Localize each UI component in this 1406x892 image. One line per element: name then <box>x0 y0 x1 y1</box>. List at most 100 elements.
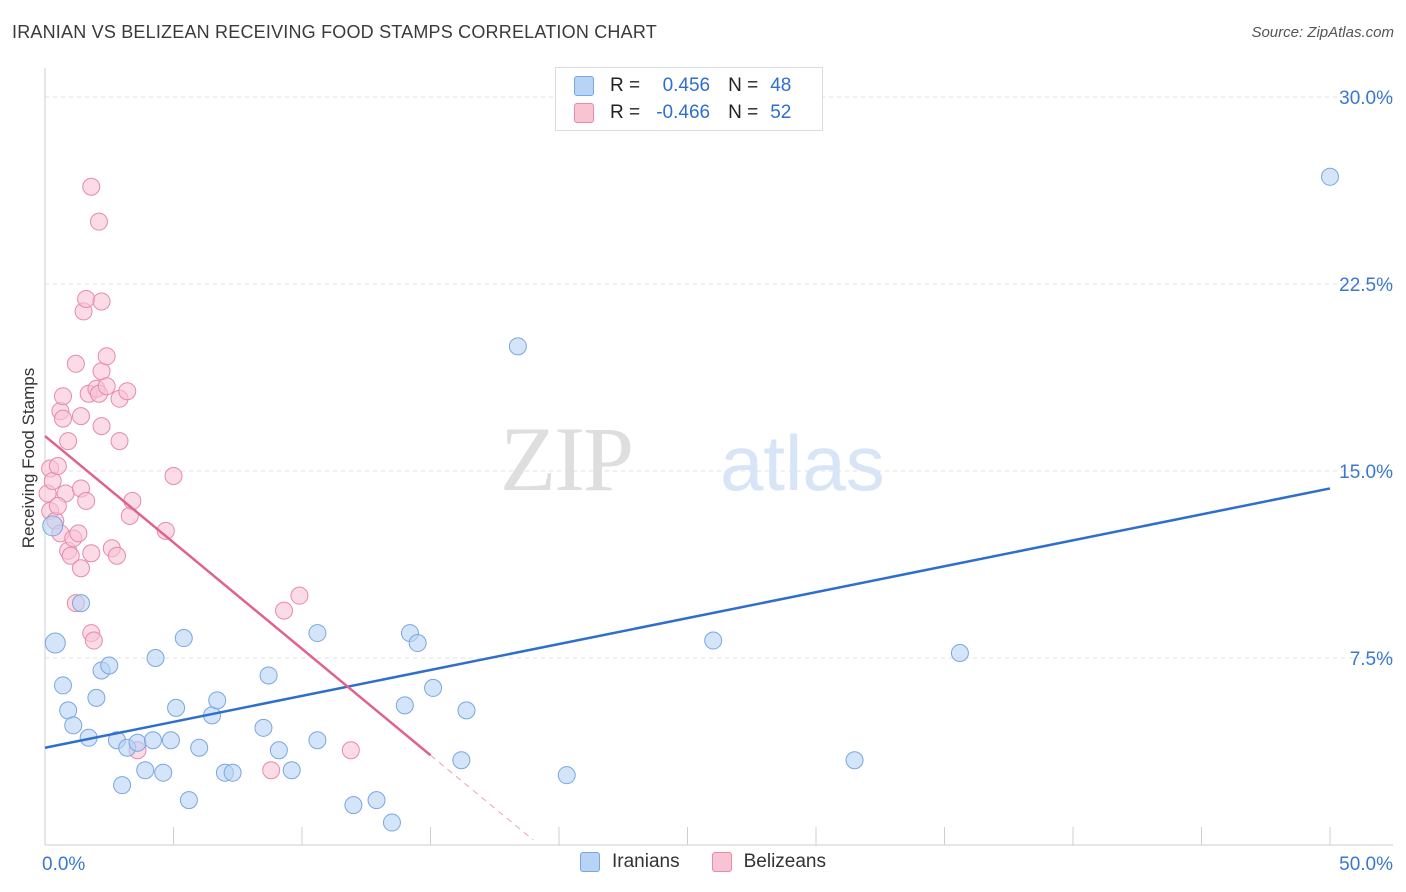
iranians-trend-line <box>44 487 1331 749</box>
iranian-point <box>113 776 132 795</box>
iranian-point <box>143 731 162 750</box>
belizean-point <box>290 586 309 605</box>
iranian-point <box>557 766 576 785</box>
belizean-point <box>97 347 116 366</box>
belizean-point <box>48 496 67 515</box>
grid-lines <box>45 96 1393 659</box>
belizean-point <box>118 382 137 401</box>
iranian-point <box>1321 167 1339 186</box>
belizean-point <box>82 544 101 563</box>
belizean-point <box>48 457 67 476</box>
iranian-point <box>87 688 106 707</box>
chart-title: IRANIAN VS BELIZEAN RECEIVING FOOD STAMP… <box>12 22 657 42</box>
iranian-point <box>367 791 386 810</box>
y-tick-label: 30.0% <box>1339 88 1393 109</box>
belizeans-trend-line <box>44 435 432 757</box>
legend-label-belizeans: Belizeans <box>743 851 826 872</box>
legend-r-value: 0.456 <box>662 75 711 96</box>
iranian-point <box>259 666 278 685</box>
watermark-zip: ZIP <box>500 408 632 510</box>
iranian-point <box>950 644 969 663</box>
legend-row-iranians: R = 0.456 N = 48 <box>574 74 791 98</box>
iranian-point <box>59 701 78 720</box>
axes <box>44 68 1393 846</box>
belizean-point <box>77 491 96 510</box>
iranian-point <box>136 761 155 780</box>
iranian-point <box>161 731 180 750</box>
belizean-point <box>107 546 126 565</box>
belizean-point <box>156 521 175 540</box>
legend-label-iranians: Iranians <box>612 851 680 872</box>
iranian-point <box>100 656 119 675</box>
watermark-atlas: atlas <box>720 419 885 507</box>
belizean-point <box>110 432 129 451</box>
belizeans-swatch <box>711 852 732 872</box>
iranian-point <box>223 763 242 782</box>
iranians-swatch <box>574 76 594 96</box>
iranian-point <box>408 634 427 653</box>
iranian-point <box>704 631 723 650</box>
belizean-point <box>341 741 360 760</box>
belizean-point <box>97 377 116 396</box>
belizean-point <box>53 409 72 428</box>
iranian-point <box>452 751 471 770</box>
belizean-point <box>262 761 281 780</box>
belizeans-swatch <box>574 103 594 123</box>
belizean-point <box>275 601 294 620</box>
watermark: ZIP atlas <box>500 408 885 510</box>
iranian-point <box>308 624 327 643</box>
iranian-point <box>128 733 147 752</box>
belizeans-points <box>38 177 360 780</box>
iranian-point <box>269 741 288 760</box>
iranian-point <box>146 649 165 667</box>
iranian-point <box>190 738 209 757</box>
belizean-point <box>82 177 101 196</box>
belizean-point <box>66 354 85 373</box>
x-tick-label: 0.0% <box>42 854 85 875</box>
legend-n-label: N = <box>728 75 759 96</box>
iranian-point <box>64 716 83 735</box>
iranian-point <box>42 515 64 537</box>
y-tick-label: 22.5% <box>1339 275 1393 296</box>
iranian-point <box>424 678 443 697</box>
legend-r-label: R = <box>610 102 641 123</box>
legend-n-value: 52 <box>770 102 792 123</box>
legend-row-belizeans: R = -0.466 N = 52 <box>574 101 791 125</box>
belizean-point <box>53 387 72 406</box>
iranian-point <box>845 751 864 770</box>
iranian-point <box>71 594 90 613</box>
belizean-point <box>71 407 90 426</box>
iranian-point <box>254 718 273 737</box>
source-label: Source: ZipAtlas.com <box>1251 24 1394 41</box>
belizean-point <box>43 471 62 490</box>
iranian-point <box>344 796 363 815</box>
trend-lines <box>44 435 1331 841</box>
belizean-point <box>92 417 111 436</box>
legend-n-value: 48 <box>770 75 792 96</box>
x-tick-label: 50.0% <box>1339 854 1393 875</box>
belizean-point <box>84 631 103 650</box>
belizean-point <box>69 524 88 543</box>
legend-r-value: -0.466 <box>656 102 711 123</box>
tick-labels: 7.5% 15.0% 22.5% 30.0% 0.0% 50.0% <box>42 88 1393 875</box>
belizean-point <box>59 432 78 451</box>
belizean-point <box>92 362 111 381</box>
iranian-point <box>457 701 476 720</box>
legend-item-belizeans[interactable]: Belizeans <box>711 851 826 873</box>
legend-r-label: R = <box>610 75 641 96</box>
iranian-point <box>508 337 527 356</box>
iranian-point <box>179 791 198 810</box>
legend-item-iranians[interactable]: Iranians <box>580 851 680 873</box>
belizeans-trend-extension <box>430 754 534 841</box>
belizean-point <box>71 559 90 578</box>
belizean-point <box>92 292 111 311</box>
iranian-point <box>382 813 401 832</box>
legend-n-label: N = <box>728 102 759 123</box>
y-tick-label: 7.5% <box>1350 649 1393 670</box>
y-axis-label: Receiving Food Stamps <box>19 368 38 548</box>
iranian-point <box>44 632 66 654</box>
iranian-point <box>395 696 414 715</box>
iranian-point <box>282 761 301 780</box>
iranian-point <box>154 763 173 782</box>
